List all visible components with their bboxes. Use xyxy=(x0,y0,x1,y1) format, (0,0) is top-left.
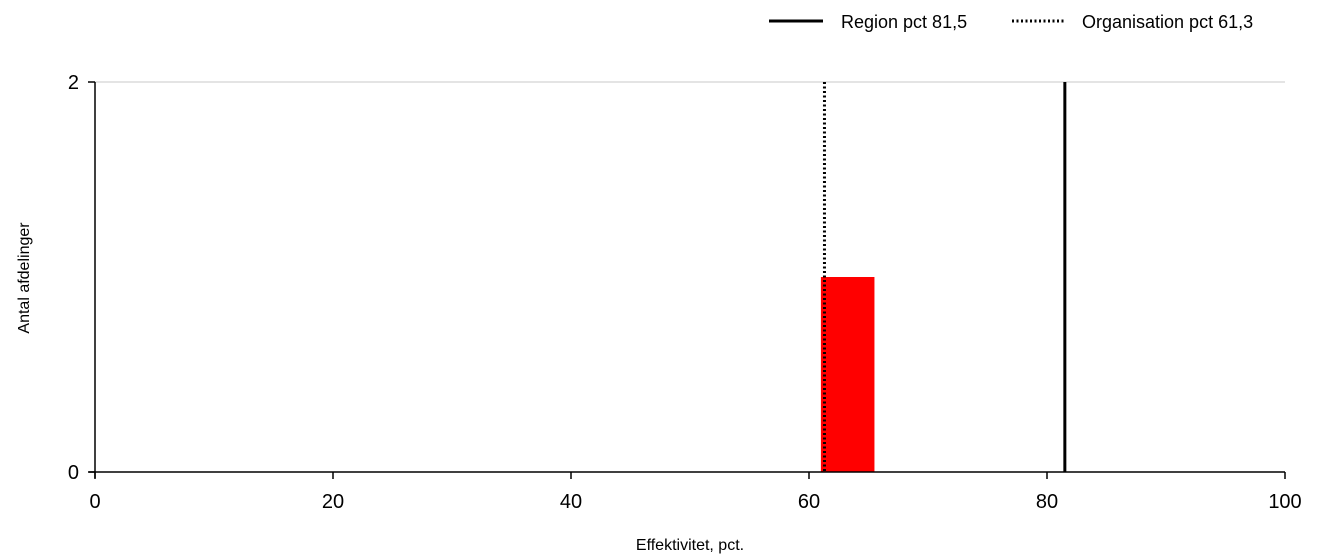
bars xyxy=(820,277,875,472)
legend: Region pct 81,5 Organisation pct 61,3 xyxy=(769,12,1253,32)
x-axis-ticks: 0 20 40 60 80 100 xyxy=(89,472,1302,513)
y-axis-title: Antal afdelinger xyxy=(16,222,33,334)
axes xyxy=(89,82,1285,478)
y-tick-label-2: 2 xyxy=(68,72,79,94)
x-tick-label-100: 100 xyxy=(1268,491,1301,513)
x-tick-label-80: 80 xyxy=(1036,491,1058,513)
y-axis-ticks: 02 xyxy=(68,72,95,484)
legend-label-organisation: Organisation pct 61,3 xyxy=(1082,12,1253,32)
y-tick-label-0: 0 xyxy=(68,462,79,484)
x-tick-label-0: 0 xyxy=(89,491,100,513)
x-tick-label-20: 20 xyxy=(322,491,344,513)
x-tick-label-60: 60 xyxy=(798,491,820,513)
reference-lines xyxy=(822,82,1067,472)
legend-label-region: Region pct 81,5 xyxy=(841,12,967,32)
bar-0 xyxy=(820,277,875,472)
x-tick-label-40: 40 xyxy=(560,491,582,513)
x-axis-title: Effektivitet, pct. xyxy=(636,537,744,554)
